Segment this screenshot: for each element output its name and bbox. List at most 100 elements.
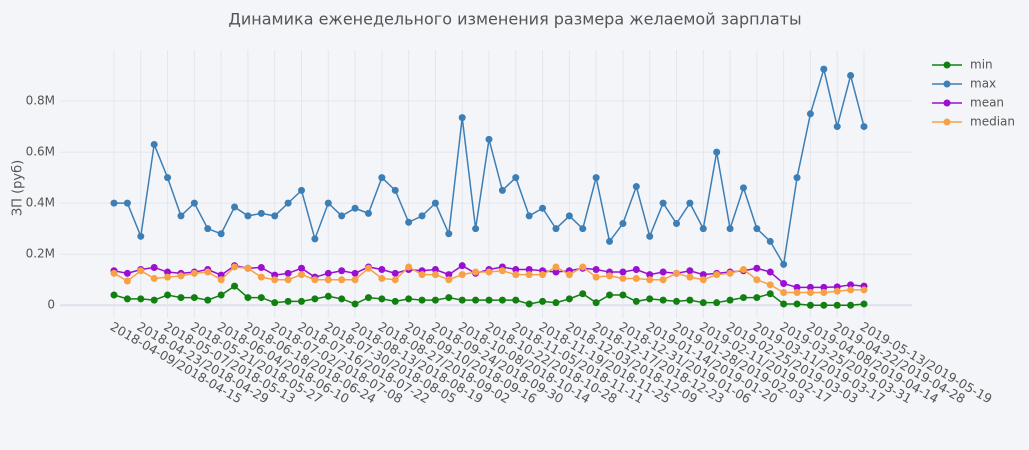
y-axis-label: ЗП (руб) [11, 160, 26, 216]
data-point [619, 291, 627, 299]
data-point [110, 269, 118, 277]
y-tick-label: 0.6M [26, 145, 55, 159]
data-point [847, 286, 855, 294]
data-point [351, 300, 359, 308]
data-point [150, 274, 158, 282]
data-point [110, 291, 118, 299]
data-point [284, 297, 292, 305]
data-point [539, 271, 547, 279]
data-point [458, 296, 466, 304]
data-point [257, 294, 265, 302]
data-point [217, 291, 225, 299]
data-point [231, 203, 239, 211]
data-point [177, 294, 185, 302]
data-point [445, 271, 453, 279]
data-point [324, 269, 332, 277]
y-tick-label: 0.8M [26, 94, 55, 108]
data-point [311, 295, 319, 303]
data-point [686, 267, 694, 275]
data-point [311, 276, 319, 284]
data-point [311, 235, 319, 243]
data-point [391, 269, 399, 277]
data-point [753, 264, 761, 272]
data-point [833, 301, 841, 309]
data-point [298, 271, 305, 279]
data-point [217, 276, 225, 284]
y-tick-label: 0.2M [26, 247, 55, 261]
data-point [753, 294, 761, 302]
data-point [378, 174, 386, 182]
data-point [793, 174, 801, 182]
data-point [525, 212, 533, 220]
legend-swatch [943, 61, 951, 69]
data-point [324, 199, 332, 207]
data-point [619, 274, 627, 282]
data-point [271, 299, 279, 307]
y-tick-label: 0 [47, 298, 55, 312]
data-point [405, 218, 413, 226]
data-point [244, 294, 252, 302]
data-point [552, 299, 560, 307]
data-point [673, 297, 680, 305]
data-point [190, 269, 198, 277]
data-point [833, 123, 841, 131]
data-point [338, 267, 346, 275]
data-point [271, 276, 279, 284]
data-point [699, 225, 707, 233]
data-point [458, 262, 466, 270]
data-point [485, 135, 493, 143]
data-point [726, 225, 734, 233]
data-point [498, 186, 506, 194]
data-point [338, 212, 346, 220]
data-point [123, 277, 131, 285]
data-point [244, 264, 252, 272]
data-point [793, 300, 801, 308]
data-point [378, 295, 386, 303]
data-point [847, 72, 855, 80]
data-point [565, 295, 573, 303]
data-point [592, 266, 600, 274]
data-point [472, 268, 480, 276]
data-point [378, 274, 386, 282]
data-point [699, 271, 707, 279]
data-point [458, 271, 466, 279]
data-point [472, 225, 480, 233]
data-point [632, 266, 640, 274]
data-point [231, 263, 239, 271]
data-point [418, 271, 426, 279]
data-point [780, 288, 788, 296]
data-point [137, 232, 145, 240]
data-point [592, 299, 600, 307]
data-point [324, 276, 332, 284]
chart-title: Динамика еженедельного изменения размера… [228, 10, 801, 29]
data-point [284, 276, 292, 284]
data-point [565, 212, 573, 220]
data-point [431, 271, 439, 279]
data-point [539, 297, 547, 305]
data-point [686, 296, 694, 304]
data-point [298, 186, 305, 194]
data-point [512, 296, 520, 304]
data-point [847, 301, 855, 309]
data-point [713, 271, 721, 279]
data-point [137, 267, 145, 275]
data-point [177, 212, 185, 220]
data-point [739, 266, 747, 274]
data-point [860, 123, 868, 131]
data-point [338, 295, 346, 303]
data-point [498, 267, 506, 275]
data-point [780, 260, 788, 268]
data-point [257, 209, 265, 217]
data-point [592, 174, 600, 182]
data-point [632, 274, 640, 282]
legend-label: mean [970, 96, 1004, 110]
data-point [324, 292, 332, 300]
data-point [699, 299, 707, 307]
data-point [351, 276, 359, 284]
data-point [753, 276, 761, 284]
data-point [445, 294, 453, 302]
data-point [431, 266, 439, 274]
data-point [498, 296, 506, 304]
data-point [806, 288, 814, 296]
